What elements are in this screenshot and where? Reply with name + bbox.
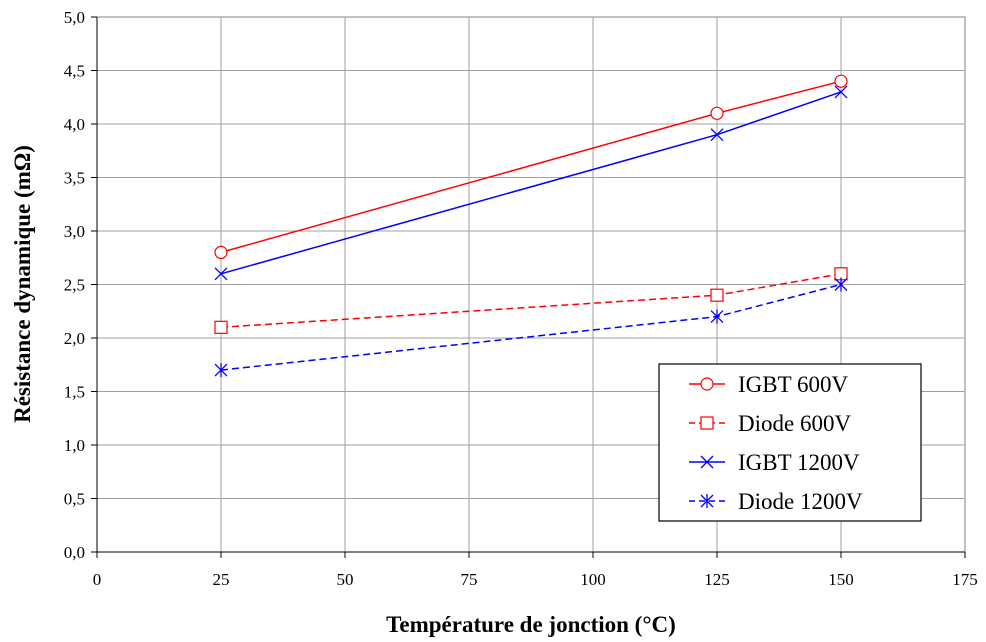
x-tick-label: 25 bbox=[213, 570, 230, 589]
x-tick-label: 0 bbox=[93, 570, 102, 589]
data-point-star bbox=[710, 309, 724, 324]
data-point-star bbox=[214, 363, 228, 378]
legend: IGBT 600V Diode 600V IGBT 1200V Diode 1200V bbox=[658, 363, 922, 522]
y-tick-label: 1,0 bbox=[64, 436, 85, 455]
data-point-star bbox=[700, 494, 714, 508]
legend-item: IGBT 1200V bbox=[689, 450, 860, 475]
legend-label: IGBT 600V bbox=[738, 372, 848, 397]
legend-box bbox=[658, 363, 922, 522]
data-point-x bbox=[700, 455, 714, 469]
series-layer bbox=[214, 74, 848, 378]
y-tick-label: 0,5 bbox=[64, 490, 85, 509]
axes: 0 25 50 75 100 125 150 175 0,0 0,5 1,0 1,5 2,0 2,5 3,0… bbox=[64, 8, 978, 589]
y-axis-title: Résistance dynamique (mΩ) bbox=[10, 145, 35, 423]
y-tick-label: 5,0 bbox=[64, 8, 85, 27]
data-point-square bbox=[710, 288, 724, 302]
x-tick-label: 50 bbox=[337, 570, 354, 589]
x-tick-label: 125 bbox=[704, 570, 730, 589]
y-tick-label: 3,5 bbox=[64, 169, 85, 188]
y-tick-label: 0,0 bbox=[64, 543, 85, 562]
y-tick-label: 2,5 bbox=[64, 276, 85, 295]
legend-item: IGBT 600V bbox=[689, 372, 848, 397]
data-point-x bbox=[834, 85, 848, 99]
x-tick-label: 75 bbox=[461, 570, 478, 589]
series-diode-1200v bbox=[214, 277, 848, 378]
series-igbt-600v bbox=[214, 74, 848, 259]
data-point-circle bbox=[710, 106, 724, 120]
data-point-square bbox=[214, 320, 228, 334]
series-igbt-1200v bbox=[214, 85, 848, 281]
legend-label: Diode 1200V bbox=[738, 489, 863, 514]
data-point-star bbox=[834, 277, 848, 292]
legend-label: IGBT 1200V bbox=[738, 450, 860, 475]
y-tick-label: 4,0 bbox=[64, 115, 85, 134]
y-tick-label: 1,5 bbox=[64, 383, 85, 402]
data-point-circle bbox=[214, 245, 228, 259]
data-point-x bbox=[214, 267, 228, 281]
legend-label: Diode 600V bbox=[738, 411, 851, 436]
data-point-circle bbox=[700, 377, 714, 391]
data-point-circle bbox=[834, 74, 848, 88]
x-axis-title: Température de jonction (°C) bbox=[386, 612, 676, 637]
x-tick-label: 150 bbox=[828, 570, 854, 589]
legend-item: Diode 1200V bbox=[689, 489, 863, 514]
series-diode-600v bbox=[214, 267, 848, 334]
y-tick-label: 3,0 bbox=[64, 222, 85, 241]
legend-item: Diode 600V bbox=[689, 411, 851, 436]
data-point-square bbox=[700, 416, 714, 430]
x-tick-label: 175 bbox=[952, 570, 978, 589]
y-tick-label: 4,5 bbox=[64, 62, 85, 81]
x-tick-label: 100 bbox=[580, 570, 606, 589]
y-tick-label: 2,0 bbox=[64, 329, 85, 348]
data-point-x bbox=[710, 128, 724, 142]
